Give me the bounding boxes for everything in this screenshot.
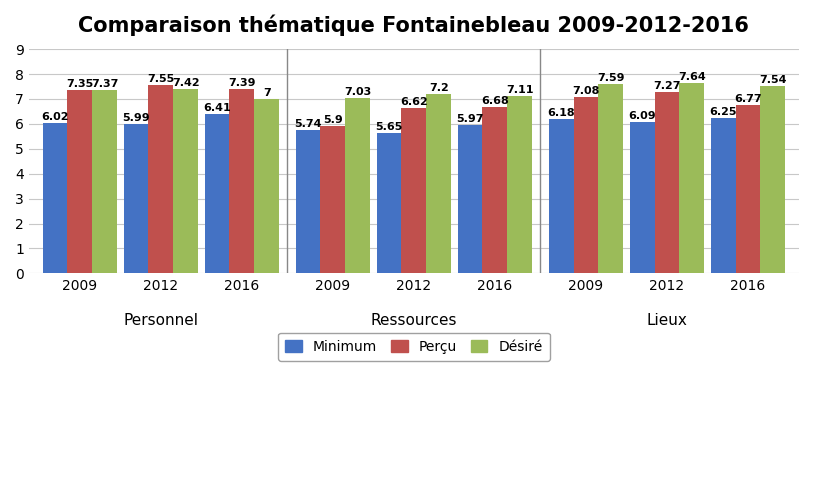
Text: 6.62: 6.62 xyxy=(400,98,427,107)
Text: Lieux: Lieux xyxy=(646,313,687,328)
Text: 7.64: 7.64 xyxy=(678,72,706,82)
Bar xyxy=(42,123,68,273)
Bar xyxy=(173,88,198,273)
Bar xyxy=(483,107,507,273)
Bar xyxy=(574,97,598,273)
Text: 7.08: 7.08 xyxy=(572,86,600,96)
Bar xyxy=(760,85,786,273)
Text: 7.27: 7.27 xyxy=(653,81,681,91)
Text: 6.41: 6.41 xyxy=(203,102,231,113)
Bar xyxy=(92,90,117,273)
Text: 5.9: 5.9 xyxy=(323,115,343,125)
Text: 7: 7 xyxy=(263,88,270,98)
Text: 7.54: 7.54 xyxy=(759,75,786,84)
Bar xyxy=(124,124,148,273)
Text: 6.18: 6.18 xyxy=(547,108,575,119)
Text: 6.09: 6.09 xyxy=(628,111,656,121)
Bar xyxy=(345,98,370,273)
Bar xyxy=(204,114,230,273)
Bar xyxy=(68,90,92,273)
Bar xyxy=(630,122,654,273)
Text: 6.77: 6.77 xyxy=(734,94,762,104)
Bar xyxy=(401,108,427,273)
Text: Personnel: Personnel xyxy=(123,313,199,328)
Bar xyxy=(377,133,401,273)
Bar xyxy=(507,96,532,273)
Bar xyxy=(321,126,345,273)
Text: 7.11: 7.11 xyxy=(506,85,533,95)
Text: 7.42: 7.42 xyxy=(172,78,199,87)
Text: 7.39: 7.39 xyxy=(228,78,256,88)
Text: 5.74: 5.74 xyxy=(295,120,322,129)
Text: 5.97: 5.97 xyxy=(457,114,484,123)
Text: 7.37: 7.37 xyxy=(91,79,118,89)
Bar xyxy=(254,99,279,273)
Text: 6.02: 6.02 xyxy=(42,112,68,122)
Text: 7.55: 7.55 xyxy=(147,74,174,84)
Text: 7.59: 7.59 xyxy=(597,73,624,83)
Legend: Minimum, Perçu, Désiré: Minimum, Perçu, Désiré xyxy=(278,333,549,361)
Text: 6.68: 6.68 xyxy=(481,96,509,106)
Text: 6.25: 6.25 xyxy=(709,107,737,117)
Bar xyxy=(549,120,574,273)
Text: 5.99: 5.99 xyxy=(122,113,150,123)
Bar xyxy=(295,130,321,273)
Bar xyxy=(148,85,173,273)
Bar xyxy=(230,89,254,273)
Text: 7.2: 7.2 xyxy=(429,83,449,93)
Bar xyxy=(598,84,624,273)
Bar xyxy=(457,124,483,273)
Text: 5.65: 5.65 xyxy=(375,122,403,132)
Text: Ressources: Ressources xyxy=(370,313,457,328)
Bar xyxy=(427,94,451,273)
Title: Comparaison thématique Fontainebleau 2009-2012-2016: Comparaison thématique Fontainebleau 200… xyxy=(78,15,750,37)
Bar xyxy=(711,118,736,273)
Text: 7.35: 7.35 xyxy=(66,79,94,89)
Bar xyxy=(736,105,760,273)
Bar xyxy=(654,92,680,273)
Text: 7.03: 7.03 xyxy=(344,87,371,97)
Bar xyxy=(680,83,704,273)
